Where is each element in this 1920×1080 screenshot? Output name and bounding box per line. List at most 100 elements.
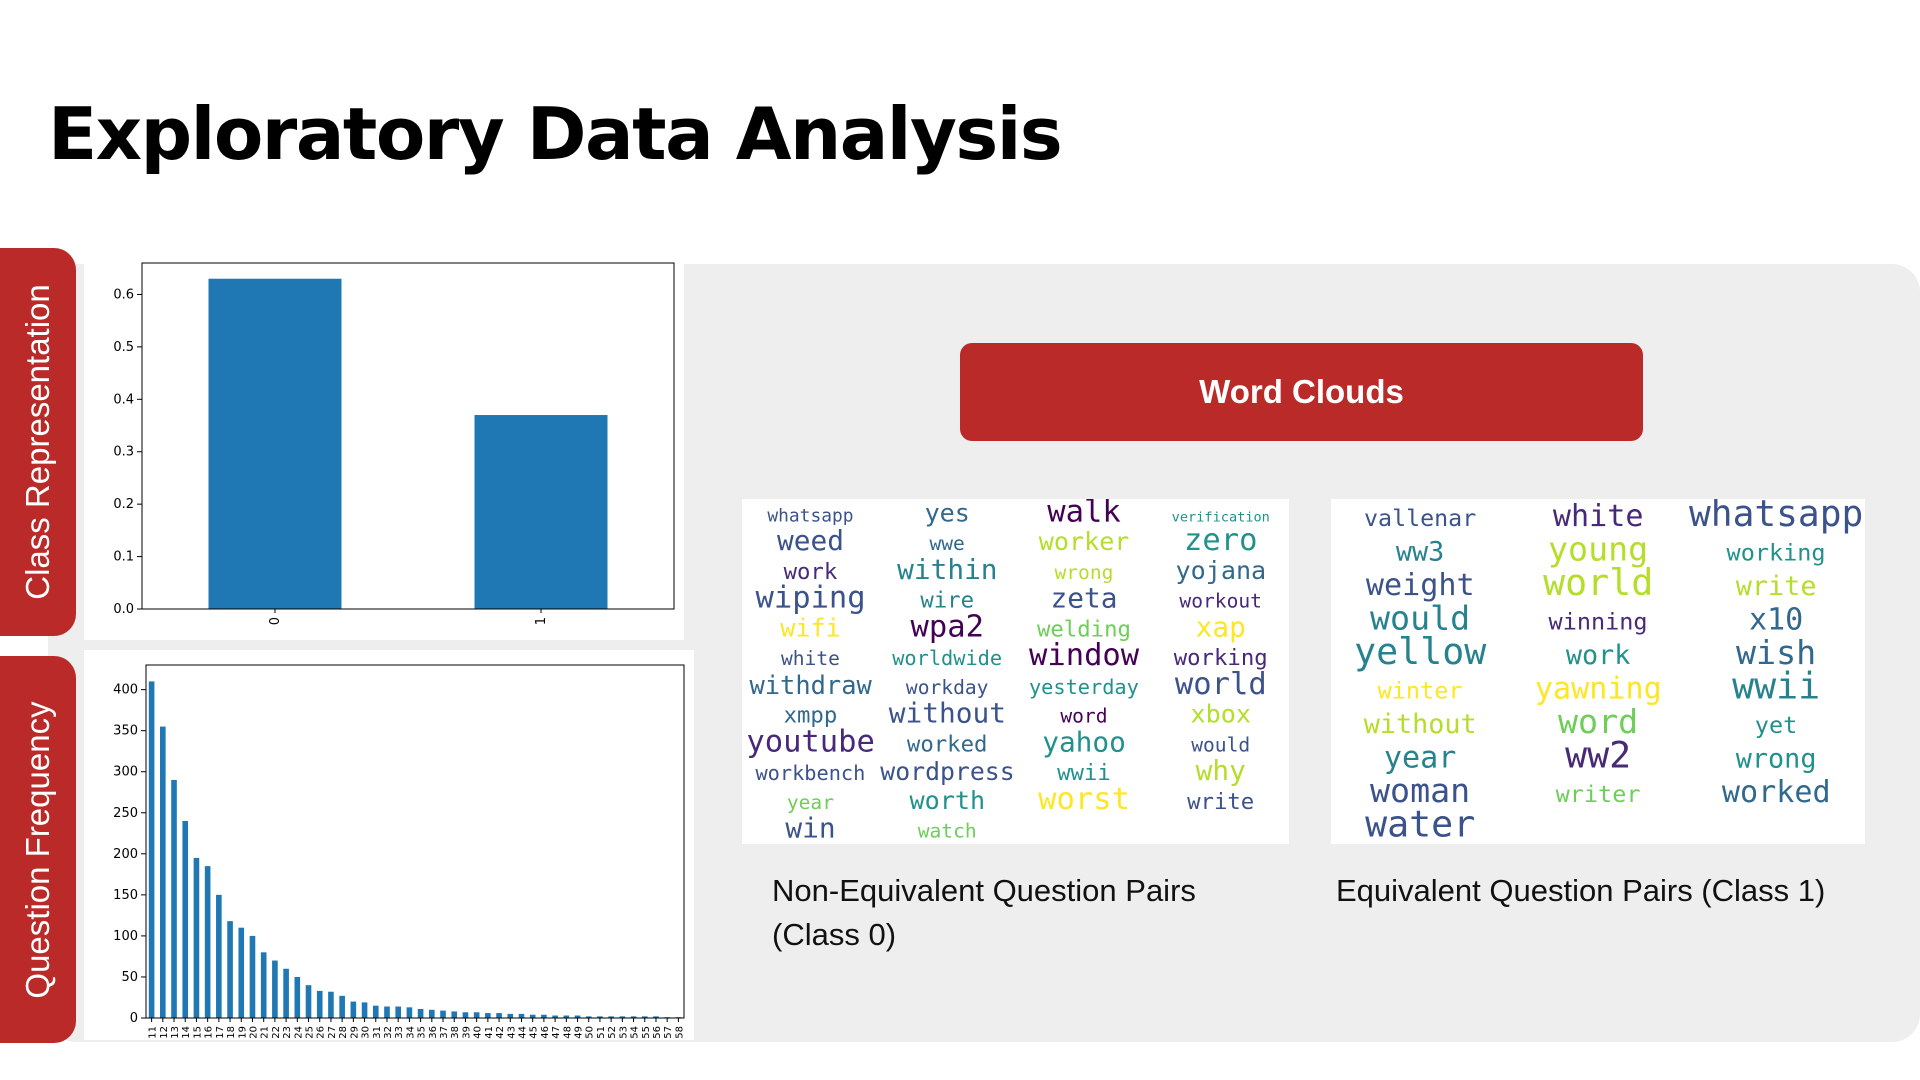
x-tick-label: 52 [607, 1026, 618, 1039]
bar-11 [148, 681, 155, 1018]
bar-40 [473, 1012, 480, 1018]
x-tick-label: 39 [461, 1026, 472, 1039]
y-tick-label: 0.2 [113, 497, 134, 512]
bar-50 [585, 1016, 592, 1018]
y-tick-label: 0.1 [113, 550, 134, 565]
x-tick-label: 20 [248, 1026, 259, 1039]
x-tick-label: 38 [450, 1026, 461, 1039]
tab-question-frequency-label: Question Frequency [19, 700, 56, 999]
x-tick-label: 58 [674, 1026, 685, 1039]
cloud-word: year [787, 791, 834, 814]
bar-55 [641, 1016, 648, 1018]
cloud-word: walk [1047, 499, 1120, 529]
cloud-word: would [1191, 733, 1250, 756]
cloud-word: why [1196, 754, 1246, 787]
x-tick-label: 19 [237, 1026, 248, 1039]
bar-51 [597, 1016, 603, 1018]
x-tick-label: 53 [618, 1026, 629, 1039]
cloud-word: worst [1038, 782, 1130, 817]
bar-19 [238, 927, 245, 1018]
cloud-word: workbench [755, 761, 865, 785]
bar-32 [384, 1006, 390, 1018]
word-clouds-button[interactable]: Word Clouds [960, 343, 1643, 441]
x-tick-label: 21 [260, 1026, 271, 1039]
cloud-word: worker [1039, 527, 1130, 556]
cloud-word: within [897, 553, 997, 586]
cloud-word: wire [920, 588, 974, 614]
word-cloud-class0-svg: whatsapp yes walk verification weed wwe worker… [746, 499, 1270, 844]
x-tick-label: 16 [204, 1026, 215, 1039]
bar-33 [395, 1006, 401, 1018]
cloud-word: writer [1556, 780, 1641, 808]
bar-41 [485, 1013, 491, 1018]
cloud-word: wwe [929, 532, 964, 555]
cloud-word: whatsapp [767, 505, 853, 526]
cloud-word: winning [1549, 607, 1648, 635]
bar-23 [283, 968, 289, 1018]
cloud-word: write [1736, 571, 1817, 602]
cloud-word: word [1060, 705, 1107, 728]
x-tick-label: 29 [349, 1026, 360, 1039]
bar-45 [529, 1014, 536, 1018]
x-tick-label: 0 [268, 617, 283, 625]
bar-18 [227, 921, 233, 1018]
word-cloud-class1: vallenar white whatsapp ww3 young working weig… [1331, 499, 1865, 844]
x-tick-label: 46 [540, 1026, 551, 1039]
cloud-word: ww2 [1565, 733, 1631, 776]
cloud-word: white [781, 647, 840, 670]
cloud-word: wrong [1736, 743, 1817, 774]
bar-17 [216, 894, 222, 1018]
cloud-word: youtube [746, 724, 875, 759]
word-cloud-class0: whatsapp yes walk verification weed wwe worker… [742, 499, 1289, 844]
cloud-word: yellow [1354, 630, 1487, 673]
bar-46 [541, 1014, 547, 1018]
bar-27 [328, 991, 334, 1018]
cloud-word: woman [1370, 771, 1470, 810]
bar-47 [552, 1015, 558, 1018]
bar-24 [294, 976, 301, 1018]
x-tick-label: 57 [663, 1026, 674, 1039]
bar-1 [474, 415, 608, 609]
cloud-word: yojana [1176, 556, 1267, 585]
cloud-word: work [1566, 640, 1631, 671]
bar-52 [608, 1016, 614, 1018]
cloud-word: young [1548, 529, 1648, 568]
x-tick-label: 18 [226, 1026, 237, 1039]
cloud-word: wiping [755, 581, 865, 616]
y-tick-label: 0.0 [113, 602, 134, 617]
bar-49 [574, 1015, 581, 1018]
x-tick-label: 35 [417, 1026, 428, 1039]
cloud-word: welding [1037, 616, 1131, 642]
cloud-word: whatsapp [1689, 499, 1863, 535]
bar-28 [339, 995, 345, 1018]
x-tick-label: 47 [551, 1026, 562, 1039]
x-tick-label: 48 [562, 1026, 573, 1039]
x-tick-label: 17 [215, 1026, 226, 1039]
bar-44 [518, 1013, 525, 1018]
x-tick-label: 50 [585, 1026, 596, 1039]
cloud-word: verification [1172, 509, 1270, 525]
cloud-word: work [784, 559, 838, 585]
cloud-word: worldwide [892, 646, 1002, 670]
bar-35 [417, 1008, 424, 1018]
cloud-word: yahoo [1042, 725, 1126, 758]
bar-39 [462, 1012, 469, 1018]
cloud-word: yesterday [1029, 675, 1139, 699]
bar-13 [171, 779, 177, 1018]
x-tick-label: 15 [192, 1026, 203, 1039]
x-tick-label: 34 [405, 1026, 416, 1039]
bar-29 [350, 1001, 357, 1018]
y-tick-label: 200 [113, 847, 138, 862]
x-tick-label: 40 [473, 1026, 484, 1039]
caption-class1: Equivalent Question Pairs (Class 1) [1336, 873, 1826, 908]
x-tick-label: 55 [641, 1026, 652, 1039]
slide-title: Exploratory Data Analysis [48, 92, 1063, 176]
x-tick-label: 33 [394, 1026, 405, 1039]
cloud-word: zeta [1051, 582, 1118, 615]
y-tick-label: 0.3 [113, 445, 134, 460]
x-tick-label: 13 [170, 1026, 181, 1039]
cloud-word: year [1384, 740, 1456, 775]
bar-21 [260, 952, 267, 1018]
y-tick-label: 0.5 [113, 340, 134, 355]
cloud-word: word [1558, 702, 1638, 741]
